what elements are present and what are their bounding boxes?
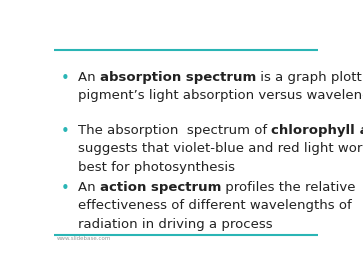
Text: chlorophyll: chlorophyll — [271, 124, 359, 137]
Text: is a graph plotting a: is a graph plotting a — [256, 71, 363, 84]
Text: pigment’s light absorption versus wavelength: pigment’s light absorption versus wavele… — [78, 89, 363, 102]
Text: absorption spectrum: absorption spectrum — [99, 71, 256, 84]
Text: profiles the relative: profiles the relative — [221, 181, 355, 193]
Text: An: An — [78, 71, 99, 84]
Text: The absorption  spectrum of: The absorption spectrum of — [78, 124, 271, 137]
Text: a: a — [359, 124, 363, 137]
Text: best for photosynthesis: best for photosynthesis — [78, 161, 235, 174]
Text: •: • — [61, 71, 70, 86]
Text: •: • — [61, 181, 70, 196]
Text: www.slidebase.com: www.slidebase.com — [57, 236, 111, 241]
Text: effectiveness of different wavelengths of: effectiveness of different wavelengths o… — [78, 199, 351, 212]
Text: •: • — [61, 124, 70, 139]
Text: action spectrum: action spectrum — [99, 181, 221, 193]
Text: suggests that violet-blue and red light work: suggests that violet-blue and red light … — [78, 142, 363, 155]
Text: radiation in driving a process: radiation in driving a process — [78, 218, 272, 231]
Text: An: An — [78, 181, 99, 193]
